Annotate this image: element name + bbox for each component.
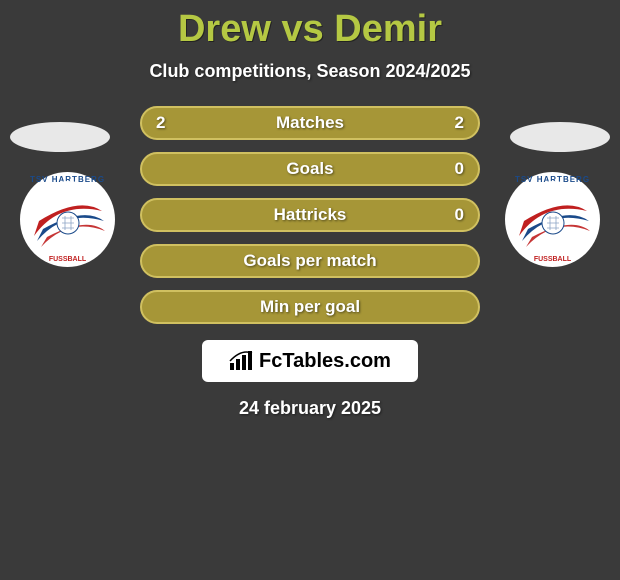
stat-row-hattricks: Hattricks 0 [140,198,480,232]
club-swoosh-icon [29,181,107,259]
stat-label: Min per goal [260,297,360,317]
stat-right-value: 0 [455,159,464,179]
club-name-bottom: FUSSBALL [505,256,600,263]
stat-row-min-per-goal: Min per goal [140,290,480,324]
stat-right-value: 0 [455,205,464,225]
club-name-bottom: FUSSBALL [20,256,115,263]
stat-right-value: 2 [455,113,464,133]
stat-row-goals-per-match: Goals per match [140,244,480,278]
stat-row-matches: 2 Matches 2 [140,106,480,140]
club-logo-right: TSV HARTBERG FUSSBALL [505,172,600,267]
date-text: 24 february 2025 [0,398,620,419]
subtitle: Club competitions, Season 2024/2025 [0,61,620,82]
stat-label: Hattricks [274,205,347,225]
page-title: Drew vs Demir [0,0,620,51]
bar-chart-icon [229,351,253,371]
stat-label: Matches [276,113,344,133]
stat-label: Goals [286,159,333,179]
club-swoosh-icon [514,181,592,259]
brand-text: FcTables.com [259,350,391,373]
stat-left-value: 2 [156,113,165,133]
country-flag-left [10,122,110,152]
country-flag-right [510,122,610,152]
club-logo-left: TSV HARTBERG FUSSBALL [20,172,115,267]
brand-badge: FcTables.com [202,340,418,382]
stat-label: Goals per match [243,251,376,271]
stat-row-goals: Goals 0 [140,152,480,186]
